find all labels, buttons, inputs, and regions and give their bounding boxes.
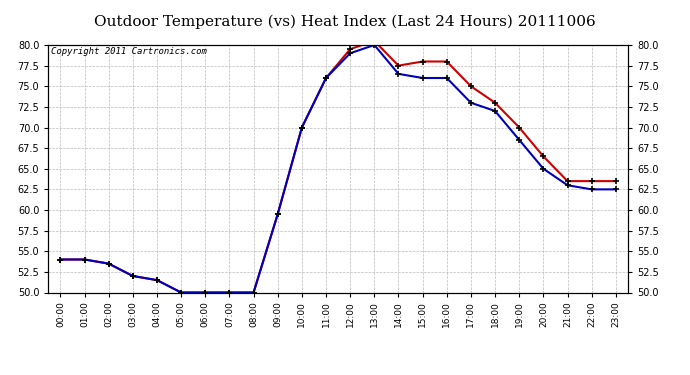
Text: Copyright 2011 Cartronics.com: Copyright 2011 Cartronics.com	[51, 48, 207, 57]
Text: Outdoor Temperature (vs) Heat Index (Last 24 Hours) 20111006: Outdoor Temperature (vs) Heat Index (Las…	[94, 15, 596, 29]
